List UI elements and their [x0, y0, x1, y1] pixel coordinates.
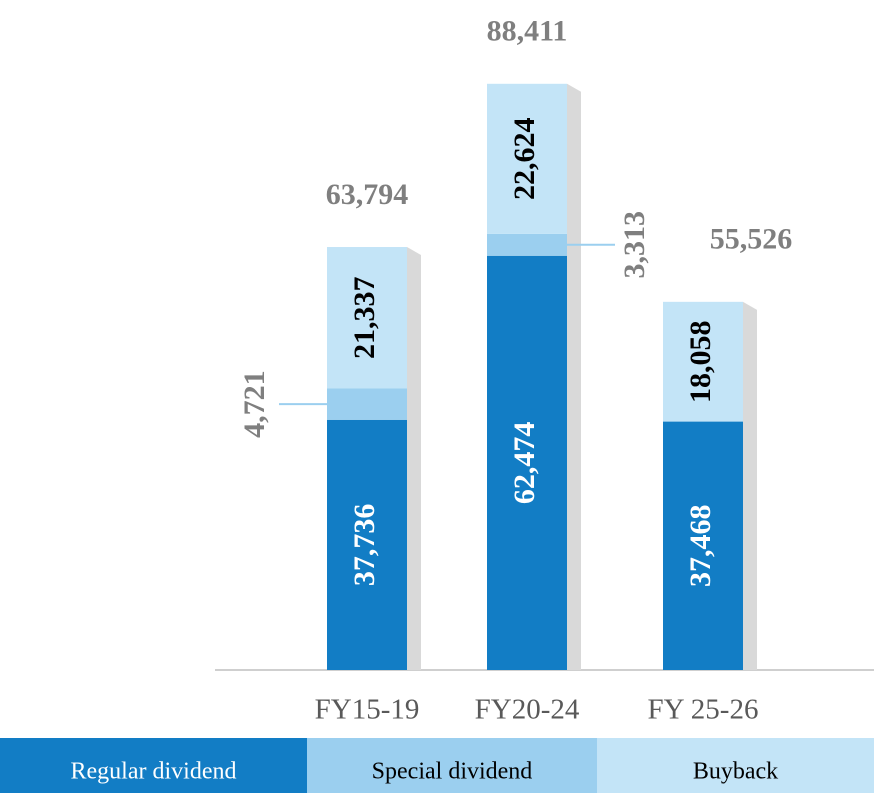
bar-segment	[487, 233, 567, 256]
value-label: 37,736	[348, 504, 381, 587]
value-label: 3,313	[618, 211, 651, 279]
legend-swatch	[307, 738, 597, 793]
x-tick-label: FY20-24	[475, 694, 580, 726]
bar-segment	[663, 301, 743, 422]
legend-label: Regular dividend	[71, 759, 237, 785]
bar-segment	[327, 419, 407, 670]
bar-segment	[663, 421, 743, 670]
total-label: 88,411	[487, 15, 568, 48]
value-label: 21,337	[348, 277, 381, 360]
bar-shadow	[407, 247, 421, 670]
bar-segment	[487, 83, 567, 234]
value-label: 37,468	[684, 505, 717, 588]
value-label: 18,058	[684, 320, 717, 403]
total-label: 63,794	[326, 178, 409, 211]
x-tick-label: FY15-19	[315, 694, 420, 726]
value-label: 4,721	[238, 370, 271, 438]
legend-swatch	[597, 738, 874, 793]
bar-segment	[327, 247, 407, 389]
value-label: 62,474	[508, 422, 541, 505]
bar-segment	[327, 388, 407, 420]
bar-shadow	[567, 83, 581, 670]
bar-segment	[487, 255, 567, 671]
x-tick-label: FY 25-26	[648, 694, 759, 726]
legend-swatch	[0, 738, 307, 793]
bar-shadow	[743, 301, 757, 670]
legend-label: Buyback	[693, 759, 778, 785]
total-label: 55,526	[710, 223, 793, 256]
legend-label: Special dividend	[372, 759, 533, 785]
value-label: 22,624	[508, 118, 541, 201]
